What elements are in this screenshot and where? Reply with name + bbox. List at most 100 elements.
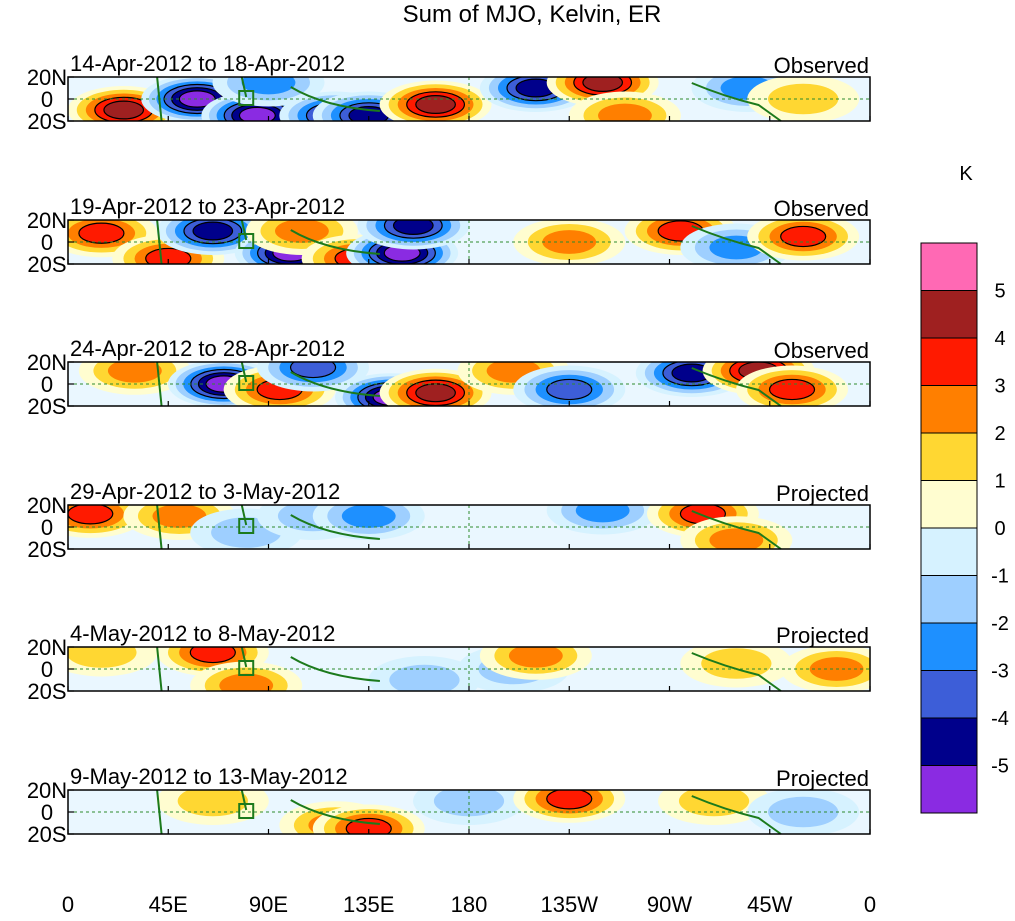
colorbar-label: -4 (991, 708, 1009, 730)
anomaly-11 (736, 365, 849, 406)
colorbar-bin (920, 290, 978, 339)
y-tick-label: 0 (41, 515, 53, 540)
colorbar-label: 1 (994, 471, 1005, 493)
region-box (238, 233, 255, 249)
y-tick-label: 20N (27, 493, 67, 518)
y-tick-label: 0 (41, 372, 53, 397)
anomaly-4 (368, 656, 481, 691)
region-box (238, 518, 255, 534)
anomaly-5 (312, 505, 425, 540)
panel-2: 19-Apr-2012 to 23-Apr-2012 Observed 20N020… (27, 194, 871, 277)
y-tick-label: 20N (27, 208, 67, 233)
x-tick-label: 180 (451, 892, 488, 917)
colorbar-bin (920, 765, 978, 814)
x-tick-label: 45W (747, 892, 792, 917)
x-axis: 0 45E 90E 135E 180 135W 90W 45W 0 (62, 892, 876, 917)
y-tick-label: 0 (41, 87, 53, 112)
anomaly-6 (479, 647, 592, 680)
panel-status: Observed (774, 196, 869, 221)
y-tick-label: 20N (27, 635, 67, 660)
anomaly-1 (78, 362, 191, 395)
panel-status: Projected (776, 623, 869, 648)
coastline (156, 646, 782, 692)
colorbar-label: 4 (994, 328, 1005, 350)
panel-1: 14-Apr-2012 to 18-Apr-2012 Observed 20N020… (27, 51, 871, 134)
colorbar-bin (920, 575, 978, 624)
colorbar-label: 2 (994, 423, 1005, 445)
colorbar-bin (920, 337, 978, 386)
y-tick-label: 20N (27, 350, 67, 375)
panel-date-range: 4-May-2012 to 8-May-2012 (70, 621, 335, 646)
anomaly-7 (379, 80, 492, 121)
coastline (156, 504, 782, 550)
panel-date-range: 14-Apr-2012 to 18-Apr-2012 (70, 51, 345, 76)
colorbar-label: 0 (994, 518, 1005, 540)
anomaly-field (68, 220, 860, 264)
anomaly-9 (513, 220, 626, 264)
colorbar-bin (920, 385, 978, 434)
y-tick-label: 20S (27, 537, 66, 562)
anomaly-12 (747, 77, 860, 121)
panel-date-range: 29-Apr-2012 to 3-May-2012 (70, 479, 340, 504)
colorbar-bin (920, 670, 978, 719)
y-tick-label: 20S (27, 679, 66, 704)
anomaly-5 (513, 790, 626, 823)
panel-date-range: 19-Apr-2012 to 23-Apr-2012 (70, 194, 345, 219)
y-tick-label: 20N (27, 65, 67, 90)
colorbar-bin (920, 622, 978, 671)
anomaly-12 (747, 220, 860, 261)
coastline (156, 789, 782, 835)
y-tick-label: 20N (27, 778, 67, 803)
x-tick-label: 90W (647, 892, 692, 917)
panel-status: Observed (774, 338, 869, 363)
colorbar-bin (920, 527, 978, 576)
panels: 14-Apr-2012 to 18-Apr-2012 Observed20N020… (27, 51, 871, 847)
colorbar-label: 3 (994, 376, 1005, 398)
colorbar-label: -2 (991, 613, 1009, 635)
colorbar-label: -3 (991, 661, 1009, 683)
x-tick-label: 0 (62, 892, 74, 917)
y-tick-label: 0 (41, 800, 53, 825)
x-tick-label: 135W (541, 892, 599, 917)
colorbar-label: 5 (994, 281, 1005, 303)
y-tick-label: 0 (41, 230, 53, 255)
region-box (238, 803, 255, 819)
colorbar: K -5 -4 -3 -2 -1 0 1 2 3 4 5 (920, 163, 1009, 814)
x-tick-label: 45E (149, 892, 188, 917)
region-box (238, 660, 255, 676)
panel-6: 9-May-2012 to 13-May-2012 Projected 20N020… (27, 764, 871, 847)
x-tick-label: 135E (343, 892, 394, 917)
colorbar-bin (920, 717, 978, 766)
region-box (238, 375, 255, 391)
panel-status: Projected (776, 481, 869, 506)
y-tick-label: 20S (27, 822, 66, 847)
colorbar-label: -1 (991, 566, 1009, 588)
y-tick-label: 20S (27, 109, 66, 134)
anomaly-field (78, 362, 849, 406)
coastline (156, 219, 782, 265)
panel-status: Projected (776, 766, 869, 791)
region-box (238, 90, 255, 106)
colorbar-bin (920, 480, 978, 529)
coastline (156, 76, 782, 122)
colorbar-bin (920, 242, 978, 291)
anomaly-field (68, 77, 860, 121)
panel-4: 29-Apr-2012 to 3-May-2012 Projected 20N020… (27, 479, 871, 562)
panel-date-range: 24-Apr-2012 to 28-Apr-2012 (70, 336, 345, 361)
anomaly-1 (156, 790, 269, 825)
anomaly-7 (747, 790, 860, 834)
anomaly-8 (680, 516, 793, 549)
colorbar-label: -5 (991, 756, 1009, 778)
y-tick-label: 0 (41, 657, 53, 682)
colorbar-bin (920, 432, 978, 481)
x-tick-label: 90E (249, 892, 288, 917)
y-tick-label: 20S (27, 394, 66, 419)
anomaly-1 (68, 220, 158, 258)
anomaly-7 (680, 647, 793, 688)
panel-3: 24-Apr-2012 to 28-Apr-2012 Observed 20N020… (27, 336, 871, 419)
panel-status: Observed (774, 53, 869, 78)
panel-date-range: 9-May-2012 to 13-May-2012 (70, 764, 348, 789)
coastline (156, 361, 782, 407)
